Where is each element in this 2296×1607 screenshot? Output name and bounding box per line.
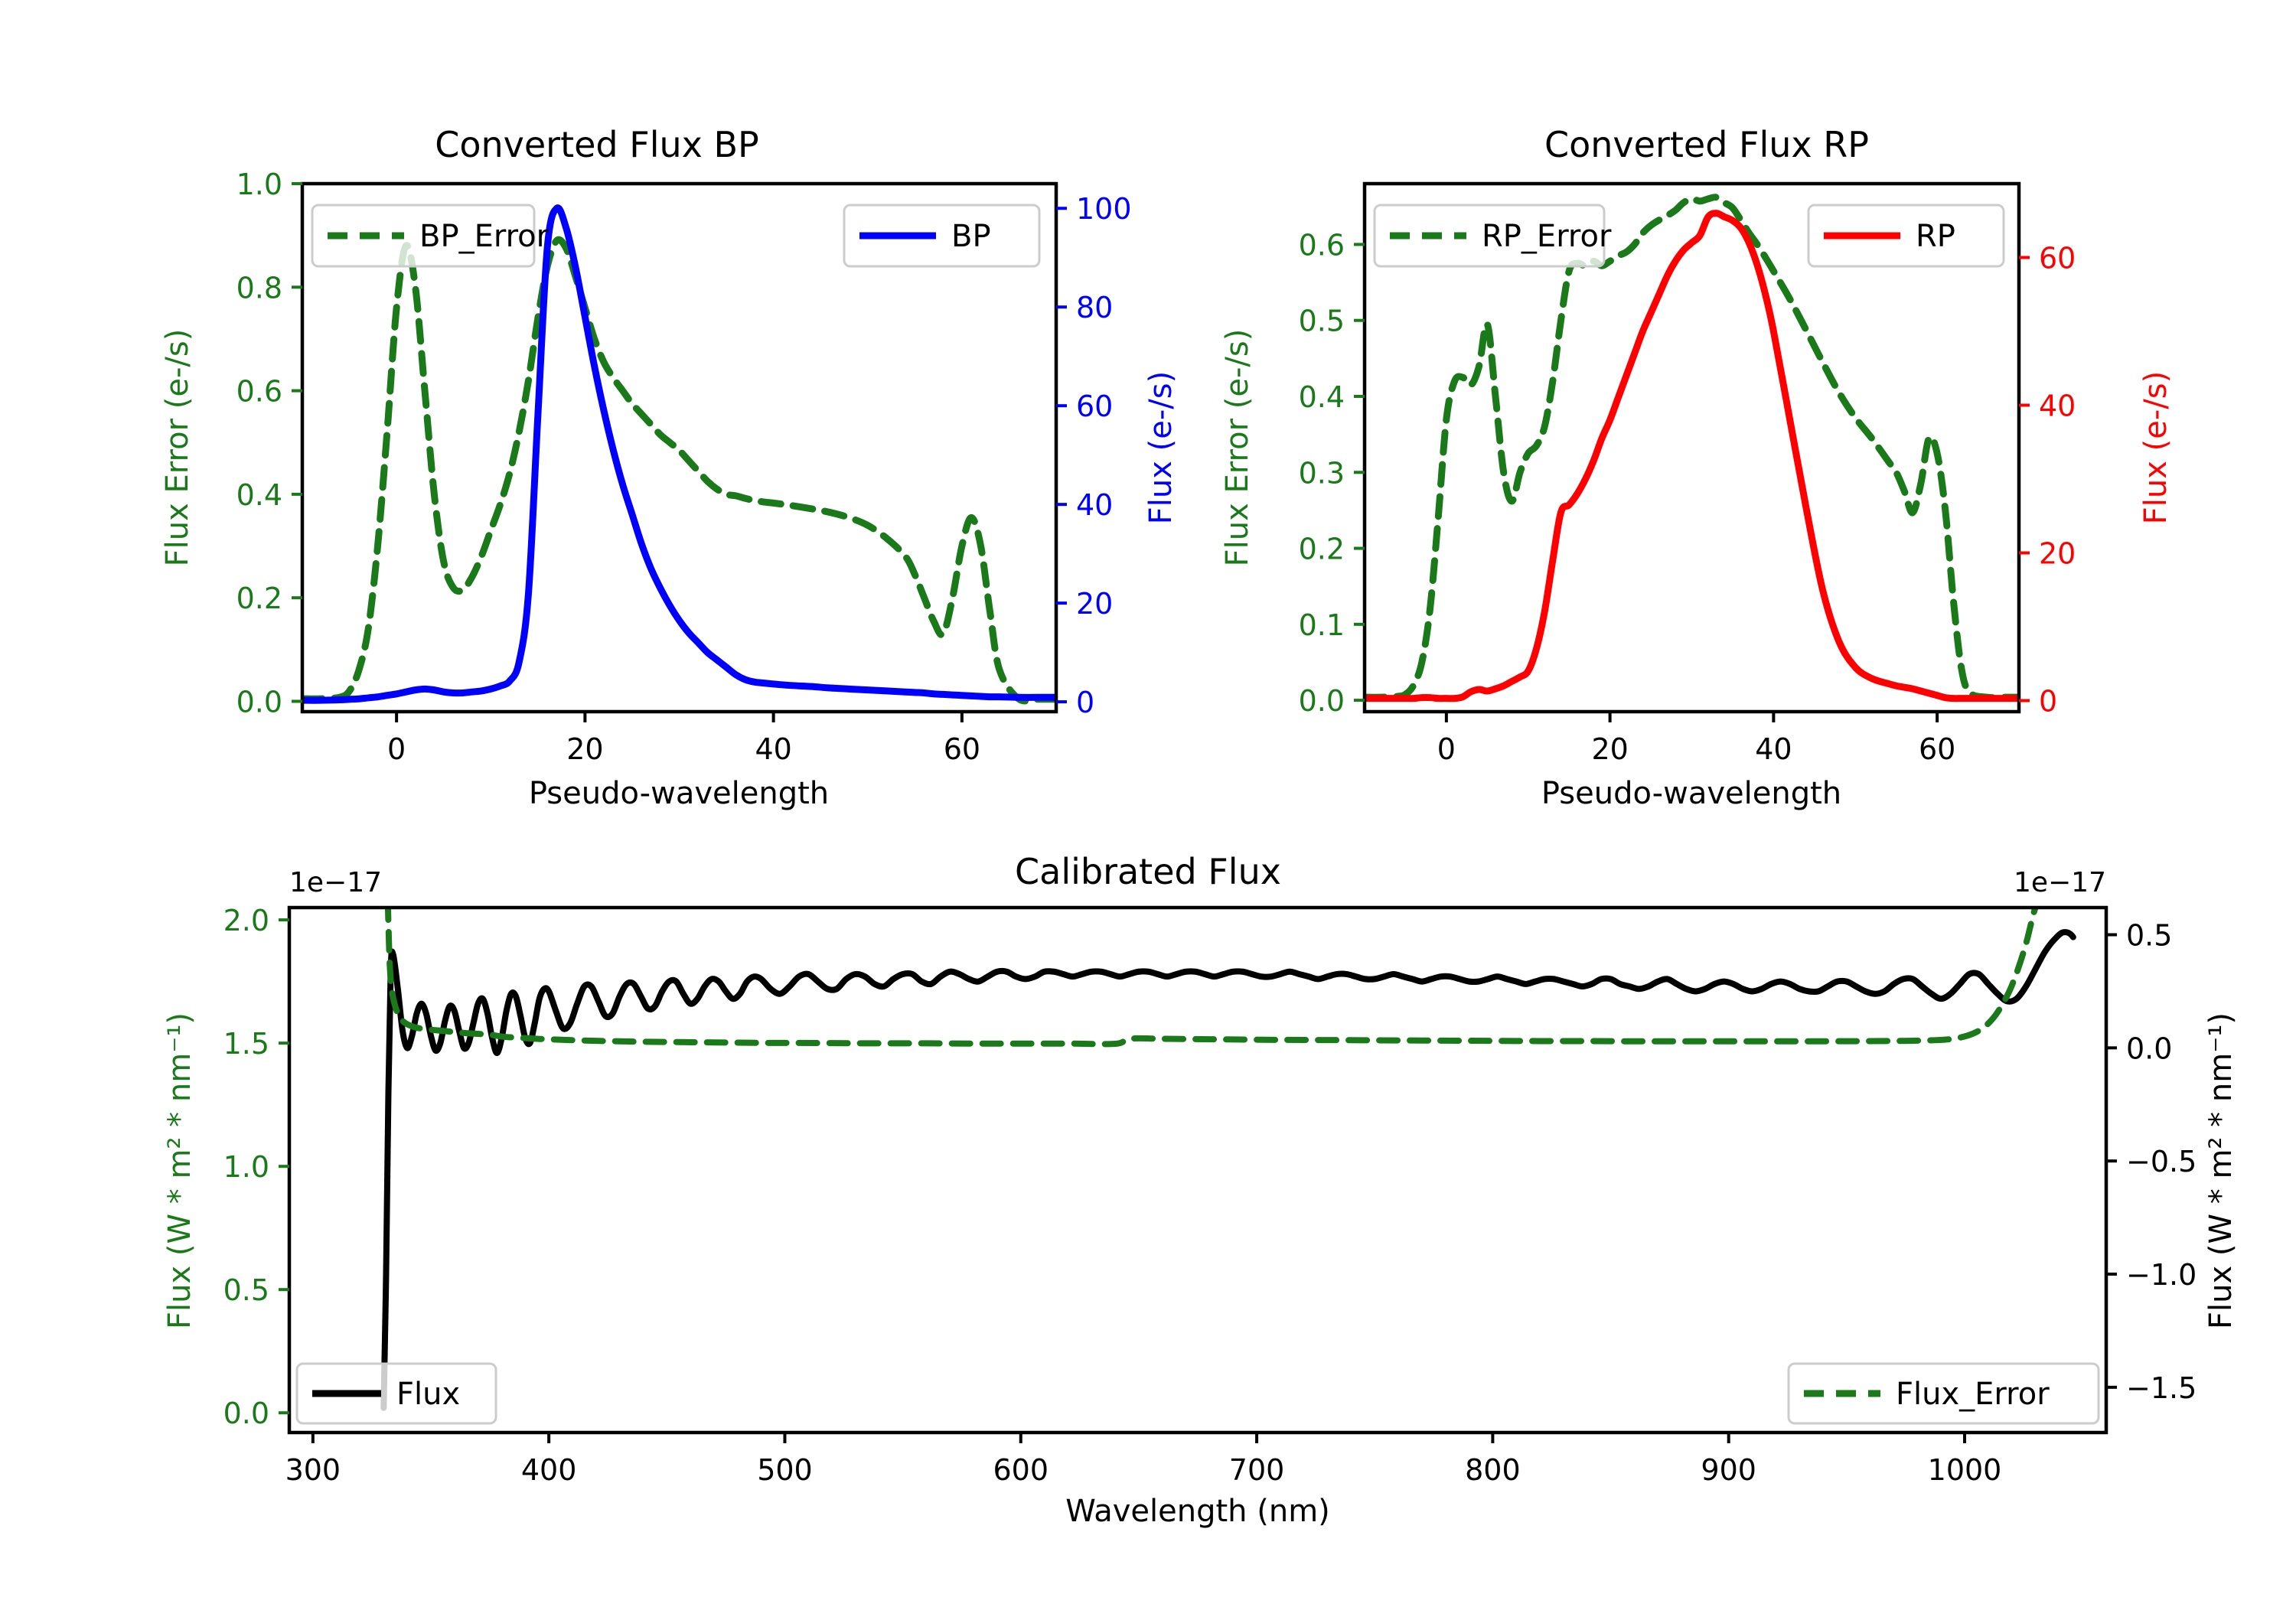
y-tick-label-left: 0.8 — [236, 271, 282, 305]
panel-bp-frame — [300, 181, 1058, 714]
panel-cal-ylabel-right: Flux (W * m² * nm⁻¹) — [2203, 1012, 2239, 1329]
y-tick-label-right: 100 — [1076, 192, 1132, 226]
x-tick-label: 60 — [1919, 732, 1955, 766]
series-flux — [380, 929, 2076, 1411]
x-tick-label: 0 — [1437, 732, 1456, 766]
panel-bp-ylabel-left: Flux Error (e-/s) — [160, 329, 195, 567]
flux-error-legend-label: Flux_Error — [1896, 1377, 2050, 1412]
y-tick-label-right: 0 — [1076, 686, 1094, 719]
x-tick-label: 60 — [944, 732, 980, 766]
panel-bp-ylabel-right: Flux (e-/s) — [1143, 371, 1179, 524]
panel-bp-legend-right[interactable]: BP — [843, 204, 1041, 268]
x-tick-label: 1000 — [1928, 1453, 2002, 1487]
series-flux-error — [384, 908, 2039, 1048]
y-tick-label-right: −1.5 — [2126, 1371, 2197, 1405]
panel-cal-legend-left[interactable]: Flux — [295, 1362, 497, 1425]
y-tick-label-left: 0.6 — [236, 375, 282, 409]
panel-bp-legend-right-box — [843, 204, 1041, 268]
y-tick-label-left: 0.5 — [223, 1273, 269, 1307]
panel-cal-offset-right: 1e−17 — [2014, 867, 2106, 898]
y-tick-label-left: 0.2 — [1299, 533, 1345, 566]
panel-rp-ylabel-left: Flux Error (e-/s) — [1220, 329, 1255, 567]
y-tick-label-right: −1.0 — [2126, 1258, 2197, 1292]
panel-bp-title: Converted Flux BP — [435, 124, 759, 165]
y-tick-label-right: 80 — [1076, 291, 1113, 324]
x-tick-label: 800 — [1465, 1453, 1521, 1487]
series-rp-error — [1365, 194, 2019, 702]
panel-cal-frame — [287, 905, 2108, 1435]
y-tick-label-right: 0.5 — [2126, 918, 2172, 952]
x-tick-label: 20 — [566, 732, 603, 766]
panel-cal-xlabel: Wavelength (nm) — [1065, 1494, 1330, 1529]
panel-rp-ylabel-right: Flux (e-/s) — [2138, 371, 2174, 524]
y-tick-label-left: 0.2 — [236, 582, 282, 615]
panel-bp-legend-left[interactable]: BP_Error — [311, 204, 550, 268]
series-bp — [302, 204, 1056, 704]
y-tick-label-right: −0.5 — [2126, 1145, 2197, 1178]
y-tick-label-right: 20 — [1076, 587, 1113, 621]
y-tick-label-left: 0.4 — [1299, 380, 1345, 414]
y-tick-label-left: 0.0 — [1299, 684, 1345, 718]
y-tick-label-left: 0.0 — [223, 1397, 269, 1430]
y-tick-label-left: 0.5 — [1299, 305, 1345, 338]
panel-calibrated-flux: Calibrated Flux 1e−17 1e−17 300 400 500 600… — [162, 851, 2239, 1529]
panel-converted-flux-bp: Converted Flux BP 0 20 40 60 0.0 0.2 0.4 0.6 0.8… — [160, 124, 1179, 811]
panel-cal-legend-left-box — [295, 1362, 497, 1425]
y-tick-label-left: 2.0 — [223, 904, 269, 937]
x-tick-label: 700 — [1229, 1453, 1285, 1487]
flux-legend-label: Flux — [396, 1377, 460, 1412]
bp-legend-label: BP — [951, 219, 991, 254]
y-tick-label-right: 60 — [2039, 242, 2076, 275]
panel-rp-legend-right[interactable]: RP — [1807, 204, 2005, 268]
panel-rp-frame — [1362, 181, 2021, 714]
bp-error-legend-label: BP_Error — [419, 219, 550, 254]
x-tick-label: 400 — [521, 1453, 577, 1487]
panel-rp-legend-left-box — [1373, 204, 1606, 268]
y-tick-label-right: 40 — [1076, 488, 1113, 522]
y-tick-label-right: 0.0 — [2126, 1032, 2172, 1065]
panel-rp-legend-right-box — [1807, 204, 2005, 268]
panel-bp-xlabel: Pseudo-wavelength — [529, 776, 829, 811]
y-tick-label-right: 20 — [2039, 537, 2076, 571]
y-tick-label-left: 0.0 — [236, 685, 282, 719]
x-tick-label: 40 — [1755, 732, 1792, 766]
y-tick-label-left: 0.1 — [1299, 608, 1345, 642]
rp-error-legend-label: RP_Error — [1482, 219, 1612, 254]
y-tick-label-right: 0 — [2039, 685, 2057, 719]
panel-rp-xlabel: Pseudo-wavelength — [1541, 776, 1841, 811]
panel-cal-legend-right-box — [1787, 1362, 2100, 1425]
x-tick-label: 40 — [755, 732, 791, 766]
x-tick-label: 500 — [757, 1453, 813, 1487]
panel-bp-legend-left-box — [311, 204, 536, 268]
rp-legend-label: RP — [1916, 219, 1955, 254]
panel-converted-flux-rp: Converted Flux RP 0 20 40 60 0.0 0.1 0.2 0.3 0.4… — [1220, 124, 2174, 811]
x-tick-label: 900 — [1701, 1453, 1756, 1487]
panel-rp-legend-left[interactable]: RP_Error — [1373, 204, 1612, 268]
y-tick-label-right: 40 — [2039, 390, 2076, 423]
panel-cal-ylabel-left: Flux (W * m² * nm⁻¹) — [162, 1012, 197, 1329]
y-tick-label-left: 0.3 — [1299, 456, 1345, 490]
x-tick-label: 600 — [993, 1453, 1049, 1487]
y-tick-label-left: 1.0 — [236, 168, 282, 201]
y-tick-label-left: 1.5 — [223, 1027, 269, 1061]
x-tick-label: 300 — [285, 1453, 341, 1487]
panel-cal-legend-right[interactable]: Flux_Error — [1787, 1362, 2100, 1425]
y-tick-label-right: 60 — [1076, 390, 1113, 423]
x-tick-label: 20 — [1591, 732, 1628, 766]
series-bp-error — [302, 236, 1056, 705]
panel-rp-title: Converted Flux RP — [1544, 124, 1869, 165]
panel-cal-title: Calibrated Flux — [1015, 851, 1281, 892]
y-tick-label-left: 0.4 — [236, 478, 282, 512]
series-rp — [1365, 210, 2019, 702]
panel-cal-offset-left: 1e−17 — [289, 867, 382, 898]
x-tick-label: 0 — [387, 732, 406, 766]
y-tick-label-left: 1.0 — [223, 1150, 269, 1184]
y-tick-label-left: 0.6 — [1299, 228, 1345, 262]
